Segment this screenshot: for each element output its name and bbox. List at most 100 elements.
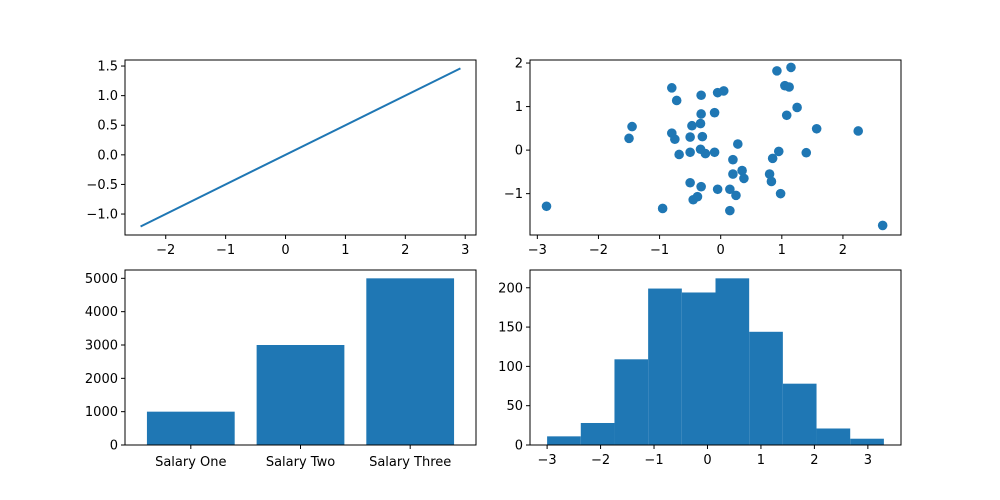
y-tick-label: 0	[110, 439, 118, 454]
scatter-point	[685, 132, 695, 142]
scatter-point	[627, 121, 637, 132]
scatter-point	[731, 190, 741, 201]
scatter-point	[739, 173, 749, 184]
scatter-point	[685, 177, 695, 188]
scatter-point	[718, 86, 729, 96]
scatter-point	[811, 123, 822, 134]
y-tick-label: 2000	[85, 372, 118, 387]
x-tick-label: −1	[650, 243, 669, 258]
histogram-bar	[614, 359, 649, 445]
x-tick-label: −2	[591, 453, 610, 468]
scatter-point	[764, 169, 775, 179]
x-tick-label: 2	[810, 453, 818, 468]
scatter-point	[784, 82, 794, 92]
scatter-point	[657, 203, 668, 214]
x-tick-label: −2	[156, 243, 175, 258]
scatter-point	[695, 118, 706, 129]
scatter-point	[624, 133, 634, 144]
salary-bar	[256, 345, 345, 445]
scatter-point	[696, 90, 706, 101]
scatter-point	[674, 149, 684, 160]
y-tick-label: 150	[498, 321, 523, 336]
x-tick-label: 0	[703, 453, 711, 468]
histogram-bar	[648, 288, 682, 445]
x-tick-label: −3	[528, 243, 547, 258]
scatter-point	[781, 110, 792, 121]
scatter-point	[853, 126, 864, 136]
y-tick-label: −0.5	[86, 178, 118, 193]
x-tick-label: 3	[864, 453, 872, 468]
y-tick-label: 0.5	[97, 119, 118, 134]
scatter-point	[733, 139, 743, 149]
scatter-point	[772, 66, 782, 76]
scatter-point	[697, 131, 708, 142]
scatter-point	[725, 205, 735, 216]
scatter-point	[775, 188, 786, 199]
y-tick-label: −1	[504, 187, 523, 202]
histogram-bar	[715, 278, 750, 445]
scatter-point	[666, 83, 677, 93]
x-tick-label: 0	[281, 243, 289, 258]
histogram-bar	[547, 436, 581, 445]
line-series	[140, 67, 461, 228]
scatter-point	[671, 95, 682, 106]
histogram-bar	[782, 383, 817, 445]
category-label: Salary Two	[266, 455, 335, 470]
scatter-point	[767, 153, 778, 164]
scatter-point	[766, 176, 777, 187]
x-tick-label: 1	[757, 453, 765, 468]
category-label: Salary Three	[369, 455, 451, 470]
y-tick-label: 1	[515, 100, 523, 115]
y-tick-label: −1.0	[86, 208, 118, 223]
histogram-bar	[749, 331, 783, 445]
scatter-point	[670, 134, 680, 145]
y-tick-label: 2	[515, 57, 523, 72]
y-tick-label: 3000	[85, 339, 118, 354]
histogram-bar	[816, 428, 851, 445]
scatter-point	[801, 147, 812, 158]
histogram-bar	[681, 292, 716, 445]
histogram-bar	[580, 422, 615, 445]
scatter-point	[687, 120, 697, 131]
scatter-plot-panel: −3 −2 −1 0 1 2 −1 0 1 2	[504, 57, 902, 258]
scatter-point	[700, 148, 711, 159]
scatter-point	[773, 146, 784, 157]
scatter-point	[877, 220, 888, 231]
scatter-point	[737, 165, 747, 176]
scatter-point	[685, 147, 695, 158]
x-tick-label: 3	[461, 243, 469, 258]
scatter-point	[728, 154, 738, 165]
x-tick-label: 2	[401, 243, 409, 258]
scatter-point	[696, 181, 706, 192]
y-tick-label: 1000	[85, 405, 118, 420]
axes-frame	[124, 59, 477, 236]
scatter-point	[696, 109, 706, 119]
scatter-point	[692, 191, 703, 202]
scatter-point	[728, 169, 738, 179]
x-tick-label: 1	[341, 243, 349, 258]
scatter-point	[541, 201, 552, 212]
y-tick-label: 0	[515, 144, 523, 159]
x-tick-label: 1	[778, 243, 786, 258]
x-tick-label: −2	[589, 243, 608, 258]
salary-bar	[146, 411, 235, 445]
histogram-panel: −3 −2 −1 0 1 2 3 0 50 100 150 200	[498, 269, 902, 468]
x-tick-label: 0	[717, 243, 725, 258]
y-tick-label: 0	[515, 439, 523, 454]
histogram-bar	[850, 438, 884, 445]
y-tick-label: 0.0	[97, 148, 118, 163]
scatter-point	[725, 184, 735, 195]
line-plot-panel: −2 −1 0 1 2 3 −1.0 −0.5 0.0 0.5 1.0 1.5	[86, 59, 477, 258]
x-tick-label: 2	[839, 243, 847, 258]
scatter-point	[712, 184, 723, 195]
y-tick-label: 1.5	[97, 60, 118, 75]
axes-frame	[529, 59, 902, 236]
salary-bar-chart-panel: Salary One Salary Two Salary Three 0 1000 200…	[85, 269, 477, 470]
x-tick-label: −1	[216, 243, 235, 258]
axes-frame	[529, 269, 902, 446]
y-tick-label: 5000	[85, 272, 118, 287]
y-tick-label: 200	[498, 281, 523, 296]
y-tick-label: 50	[506, 399, 523, 414]
scatter-point	[709, 107, 720, 118]
